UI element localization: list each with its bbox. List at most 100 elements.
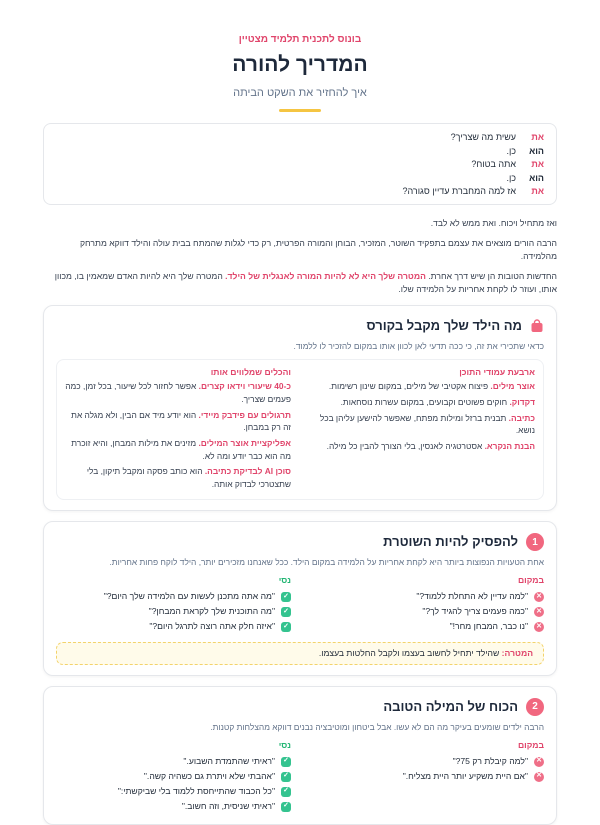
x-icon: ✕ (534, 621, 544, 632)
term: סוכן AI לבדיקת כתיבה. (204, 466, 291, 477)
course-card: מה הילד שלך מקבל בקורס כדאי שתכירי את זה… (43, 305, 557, 512)
quote: "איזה חלק אתה רוצה לתרגל היום?" (149, 621, 275, 632)
text: חוקים פשוטים וקבועים, במקום עשרות נוסחאו… (340, 397, 508, 408)
quote: "מה התוכנית שלך לקראת המבחן?" (148, 606, 275, 617)
speaker: הוא (529, 172, 544, 183)
dialogue-line: את אתה בטוח? (56, 158, 544, 172)
item: אפליקציית אוצר המילים. מזינים את מילות ה… (65, 437, 291, 462)
text: המטרה שלך היא להיות האדם שמאמין בו, מכוו… (54, 270, 557, 294)
line: כן. (506, 172, 516, 183)
quote: "למה קיבלת רק 75?" (452, 756, 528, 767)
check-icon: ✓ (281, 606, 291, 617)
phrase: ✕ "למה קיבלת רק 75?" (309, 754, 544, 769)
phrase: ✕ "למה עדיין לא התחלת ללמוד?" (309, 589, 544, 604)
quote: "אהבתי שלא ויתרת גם כשהיה קשה." (143, 771, 275, 782)
term: אפליקציית אוצר המילים. (198, 437, 291, 448)
kicker: בונוס לתכנית תלמיד מצטיין (238, 34, 362, 45)
intro: ואז מתחיל ויכוח. ואת ממש לא לבד. הרבה הו… (43, 217, 557, 295)
check-icon: ✓ (281, 621, 291, 632)
x-icon: ✕ (534, 591, 544, 602)
line: אתה בטוח? (471, 159, 516, 169)
check-icon: ✓ (281, 756, 291, 767)
phrase: ✓ "אהבתי שלא ויתרת גם כשהיה קשה." (56, 769, 291, 784)
text: החדשות הטובות הן שיש דרך אחרת. (428, 270, 557, 281)
tip-card: 1 להפסיק להיות השוטרת אחת הטעויות הנפוצות … (43, 521, 557, 677)
description: הרבה ילדים שומעים בעיקר מה הם לא עשו. אב… (210, 721, 544, 732)
title: המדריך להורה (232, 53, 368, 76)
card-title: 1 להפסיק להיות השוטרת (56, 532, 544, 552)
item: תרגולים עם פידבק מיידי. הוא יודע מיד אם … (65, 409, 291, 434)
text: מזינים את מילות המבחן, והיא זוכרת מה הוא… (71, 437, 291, 461)
x-icon: ✕ (534, 606, 544, 617)
item: כ-40 שיעורי וידאו קצרים. אפשר לחזור לכל … (65, 380, 291, 405)
card-title: מה הילד שלך מקבל בקורס (56, 316, 544, 336)
quote: "למה עדיין לא התחלת ללמוד?" (416, 591, 528, 602)
check-icon: ✓ (281, 591, 291, 602)
item: הבנת הנקרא. אסטרטגיה לאנסין, בלי הצורך ל… (309, 440, 535, 453)
card-title: 2 הכוח של המילה הטובה (56, 697, 544, 717)
phrase: ✕ "נו כבר, המבחן מחר!" (309, 619, 544, 634)
term: דקדוק. (509, 397, 535, 408)
quote: "מה אתה מתכנן לעשות עם הלמידה שלך היום?" (103, 591, 275, 602)
columns: ארבעת עמודי התוכן אוצר מילים. פיצוח אקטיב… (56, 358, 544, 501)
speaker: את (531, 186, 544, 196)
paragraph: הרבה הורים מוצאים את עצמם בתפקיד השוטר, … (79, 237, 557, 261)
title: להפסיק להיות השוטרת (383, 534, 518, 550)
dialogue-line: את אז למה המחברת עדיין סגורה? (56, 185, 544, 199)
check-icon: ✓ (281, 771, 291, 782)
title-underline (279, 109, 321, 112)
tip-card: 2 הכוח של המילה הטובה הרבה ילדים שומעים בע… (43, 686, 557, 825)
term: אוצר מילים. (490, 381, 535, 392)
document: בונוס לתכנית תלמיד מצטיין המדריך להורה א… (43, 0, 557, 825)
number-badge: 2 (526, 697, 544, 716)
column: נסי ✓ "מה אתה מתכנן לעשות עם הלמידה שלך הי… (56, 574, 291, 634)
bag-icon (531, 319, 543, 333)
goal-box: המטרה: שהילד יתחיל לחשוב בעצמו ולקבל החל… (56, 642, 544, 666)
column: במקום ✕ "למה עדיין לא התחלת ללמוד?" ✕ "כמה פ… (309, 574, 544, 634)
phrase: ✓ "מה התוכנית שלך לקראת המבחן?" (56, 604, 291, 619)
text: הוא יודע מיד אם הבין, ולא מגלה את זה רק … (71, 409, 291, 433)
check-icon: ✓ (281, 786, 291, 797)
item: אוצר מילים. פיצוח אקטיבי של מילים, במקום… (309, 380, 535, 393)
tips: 1 להפסיק להיות השוטרת אחת הטעויות הנפוצות … (43, 521, 557, 825)
column-heading: ארבעת עמודי התוכן (459, 366, 535, 377)
phrase: ✕ "כמה פעמים צריך להגיד לך?" (309, 604, 544, 619)
phrase: ✕ "אם היית משקיע יותר היית מצליח." (309, 769, 544, 784)
phrase: ✓ "ראיתי שניסית, וזה חשוב." (56, 799, 291, 814)
term: כתיבה. (508, 412, 535, 423)
text: אפשר לחזור לכל שיעור, בכל זמן, כמה פעמים… (65, 381, 291, 405)
number-badge: 1 (526, 533, 544, 552)
line: עשית מה שצריך? (450, 132, 516, 142)
item: סוכן AI לבדיקת כתיבה. הוא כותב פסקה ומקב… (65, 465, 291, 490)
quote: "ראיתי שהתמדת השבוע." (183, 756, 275, 767)
dialogue-box: את עשית מה שצריך? הוא כן. את אתה בטוח? הוא כן. א… (43, 123, 557, 205)
dialogue-line: הוא כן. (56, 172, 544, 186)
description: כדאי שתכירי את זה, כי ככה תדעי לאן לכוון… (293, 340, 544, 351)
subtitle: איך להחזיר את השקט הביתה (233, 86, 367, 99)
column-heading: במקום (517, 575, 544, 586)
speaker: הוא (529, 145, 544, 156)
description: אחת הטעויות הנפוצות ביותר היא לקחת אחריו… (109, 556, 544, 567)
goal-text: שהילד יתחיל לחשוב בעצמו ולקבל החלטות בעצ… (318, 648, 500, 659)
header: בונוס לתכנית תלמיד מצטיין המדריך להורה א… (43, 0, 557, 112)
columns: במקום ✕ "למה עדיין לא התחלת ללמוד?" ✕ "כמה פ… (56, 574, 544, 634)
paragraph: החדשות הטובות הן שיש דרך אחרת. המטרה שלך… (43, 270, 557, 296)
quote: "כמה פעמים צריך להגיד לך?" (422, 606, 528, 617)
columns: במקום ✕ "למה קיבלת רק 75?" ✕ "אם היית משקיע … (56, 739, 544, 814)
paragraph: ואז מתחיל ויכוח. ואת ממש לא לבד. (430, 218, 557, 228)
quote: "ראיתי שניסית, וזה חשוב." (181, 801, 275, 812)
line: כן. (506, 145, 516, 156)
column-heading: נסי (278, 575, 291, 586)
quote: "נו כבר, המבחן מחר!" (449, 621, 528, 632)
quote: "כל הכבוד שהתייחסת ללמוד בלי שביקשתי:" (117, 786, 275, 797)
item: דקדוק. חוקים פשוטים וקבועים, במקום עשרות… (309, 396, 535, 409)
highlight: המטרה שלך היא לא להיות המורה לאנגלית של … (225, 270, 426, 281)
text: אסטרטגיה לאנסין, בלי הצורך להבין כל מילה… (326, 440, 483, 451)
speaker: את (531, 159, 544, 169)
text: תבנית ברזל ומילות מפתח, שאפשר להישען עלי… (319, 412, 535, 436)
phrase: ✓ "ראיתי שהתמדת השבוע." (56, 754, 291, 769)
text: הוא כותב פסקה ומקבל תיקון, בלי שתצטרכי ל… (86, 466, 291, 489)
phrase: ✓ "כל הכבוד שהתייחסת ללמוד בלי שביקשתי:" (56, 784, 291, 799)
page: בונוס לתכנית תלמיד מצטיין המדריך להורה א… (43, 34, 557, 825)
dialogue-line: את עשית מה שצריך? (56, 131, 544, 145)
